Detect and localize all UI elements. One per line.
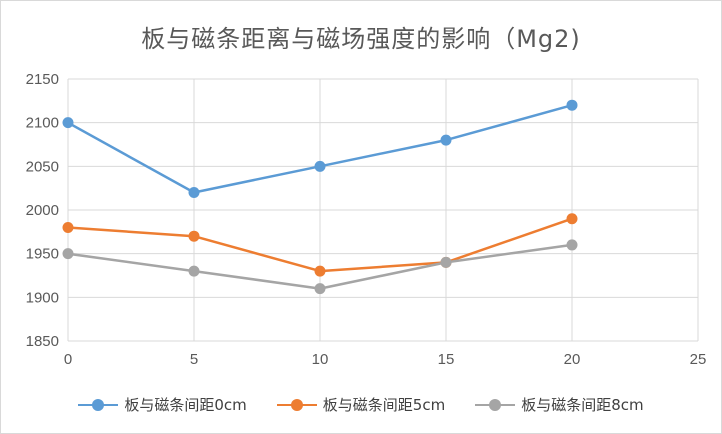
chart-title: 板与磁条距离与磁场强度的影响（Mg2) <box>141 25 581 53</box>
legend-item: 板与磁条间距5cm <box>276 394 446 415</box>
y-tick-label: 2100 <box>26 115 59 132</box>
data-point-series-2 <box>62 221 74 233</box>
data-point-series-2 <box>314 265 326 277</box>
legend-marker-icon <box>276 398 317 412</box>
y-tick-label: 1850 <box>26 333 59 350</box>
data-point-series-2 <box>566 213 578 225</box>
data-point-series-1 <box>62 117 74 129</box>
y-tick-label: 2050 <box>26 158 59 175</box>
x-tick-label: 25 <box>690 351 707 368</box>
legend-label: 板与磁条间距8cm <box>521 396 644 414</box>
data-point-series-3 <box>440 256 452 268</box>
legend-label: 板与磁条间距0cm <box>124 396 247 414</box>
y-tick-label: 1900 <box>26 289 59 306</box>
y-tick-label: 2000 <box>26 202 59 219</box>
data-point-series-1 <box>440 134 452 146</box>
data-point-series-3 <box>314 283 326 295</box>
legend-label: 板与磁条间距5cm <box>322 396 446 414</box>
y-tick-label: 1950 <box>26 246 59 263</box>
legend-item: 板与磁条间距0cm <box>78 394 247 415</box>
x-tick-label: 15 <box>438 351 455 368</box>
data-point-series-3 <box>188 265 200 277</box>
legend: 板与磁条间距0cm 板与磁条间距5cm 板与磁条间距8cm <box>1 394 721 415</box>
data-point-series-3 <box>566 239 578 251</box>
x-tick-label: 0 <box>64 351 72 368</box>
data-point-series-1 <box>314 160 326 172</box>
data-point-series-2 <box>188 230 200 242</box>
x-tick-label: 20 <box>564 351 581 368</box>
data-point-series-1 <box>188 187 200 199</box>
x-tick-label: 5 <box>190 351 198 368</box>
legend-marker-icon <box>475 398 516 412</box>
data-point-series-3 <box>62 248 74 260</box>
data-point-series-1 <box>566 99 578 111</box>
x-tick-label: 10 <box>312 351 329 368</box>
legend-item: 板与磁条间距8cm <box>475 394 644 415</box>
y-tick-label: 2150 <box>26 71 59 88</box>
legend-marker-icon <box>78 398 119 412</box>
